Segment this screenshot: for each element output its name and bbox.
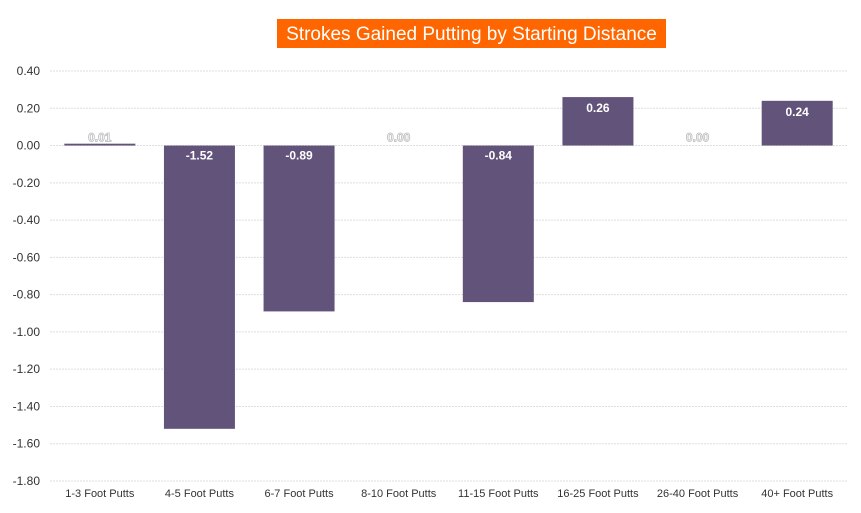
x-tick-label: 26-40 Foot Putts — [657, 488, 739, 500]
x-tick-label: 40+ Foot Putts — [761, 488, 833, 500]
y-tick-label: 0.40 — [17, 64, 41, 78]
y-tick-label: -1.00 — [13, 325, 41, 339]
chart-title-background — [277, 19, 666, 48]
bar[interactable] — [562, 97, 634, 146]
bar[interactable] — [462, 145, 534, 303]
bar[interactable] — [263, 145, 335, 312]
data-label: -0.84 — [485, 149, 513, 163]
y-tick-label: 0.00 — [17, 139, 41, 153]
y-tick-label: -1.80 — [13, 474, 41, 488]
bar[interactable] — [761, 100, 833, 146]
data-label: 0.26 — [586, 101, 610, 115]
y-tick-label: -1.60 — [13, 437, 41, 451]
y-tick-label: -0.80 — [13, 288, 41, 302]
x-tick-label: 11-15 Foot Putts — [458, 488, 539, 500]
x-tick-label: 1-3 Foot Putts — [65, 488, 135, 500]
data-label: 0.00 — [387, 131, 411, 145]
y-tick-label: -0.20 — [13, 176, 41, 190]
chart-title: Strokes Gained Putting by Starting Dista… — [286, 24, 657, 45]
data-label: -1.52 — [186, 149, 214, 163]
x-tick-label: 4-5 Foot Putts — [165, 488, 235, 500]
data-label: -0.89 — [285, 149, 313, 163]
x-tick-label: 8-10 Foot Putts — [361, 488, 437, 500]
y-tick-label: -1.20 — [13, 362, 41, 376]
data-label: 0.00 — [686, 131, 710, 145]
y-tick-label: -1.40 — [13, 399, 41, 413]
data-label: 0.24 — [786, 105, 810, 119]
y-tick-label: 0.20 — [17, 101, 41, 115]
bar[interactable] — [64, 143, 136, 146]
y-tick-label: -0.60 — [13, 250, 41, 264]
x-tick-label: 16-25 Foot Putts — [557, 488, 639, 500]
data-label: 0.01 — [88, 131, 112, 145]
y-tick-label: -0.40 — [13, 213, 41, 227]
x-tick-label: 6-7 Foot Putts — [265, 488, 335, 500]
bar[interactable] — [163, 145, 235, 429]
